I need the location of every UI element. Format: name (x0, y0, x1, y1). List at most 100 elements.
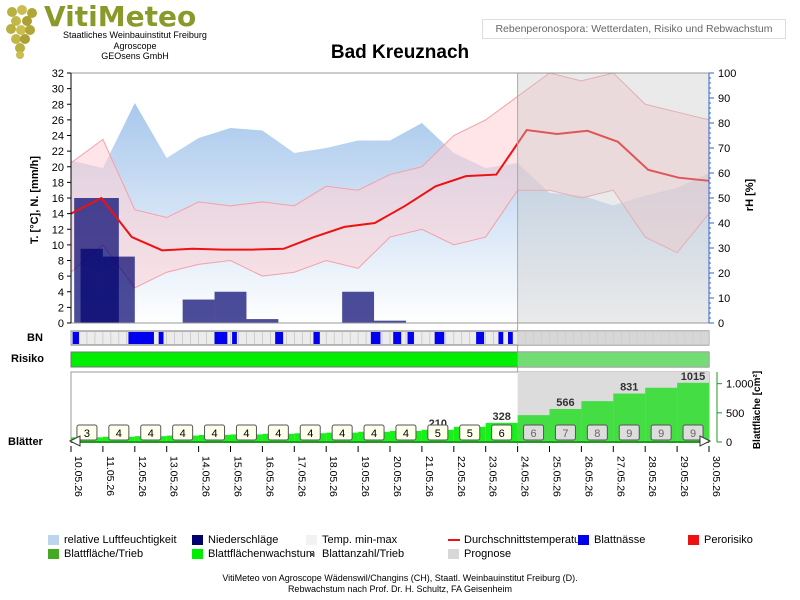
grapes-logo-icon (6, 5, 37, 59)
legend-swatch (192, 535, 203, 545)
leaf-y-axis-title: Blattfläche [cm²] (752, 371, 763, 449)
leaf-count-box (618, 424, 640, 441)
leaf-count-box (491, 424, 513, 441)
leaf-count-box (267, 424, 289, 441)
legend-swatch (448, 539, 460, 541)
blattnaesse-mark (407, 332, 414, 344)
leaf-count-value: 4 (211, 428, 217, 440)
y-tick-label-left: 16 (52, 193, 64, 205)
y-tick-label-right: 100 (718, 68, 736, 80)
y-tick-label-right: 30 (718, 243, 730, 255)
legend-swatch (48, 549, 59, 559)
leaf-count-value: 4 (339, 428, 345, 440)
y-tick-label-left: 24 (52, 131, 64, 143)
legend-swatch (48, 535, 59, 545)
x-tick-label: 19.05.26 (359, 456, 371, 497)
y-tick-label-left: 26 (52, 115, 64, 127)
x-tick-label: 15.05.26 (232, 456, 244, 497)
y-tick-label-left: 32 (52, 68, 64, 80)
temperature-max-line (70, 72, 710, 219)
x-tick-label: 18.05.26 (327, 456, 339, 497)
y-tick-label-right: 60 (718, 168, 730, 180)
footer-line: VitiMeteo von Agroscope Wädenswil/Changi… (222, 573, 578, 583)
x-tick-label: 30.05.26 (710, 456, 722, 497)
left-arrow-icon (68, 435, 81, 447)
x-tick-label: 29.05.26 (678, 456, 690, 497)
chart-legend: relative Luftfeuchtigkeit Niederschläge Te… (48, 533, 768, 563)
x-tick-label: 10.05.26 (72, 456, 84, 497)
x-tick-label: 22.05.26 (455, 456, 467, 497)
prognose-shade (517, 73, 709, 323)
leaf-area-label: 566 (556, 397, 574, 409)
y-tick-label-left: 12 (52, 224, 64, 236)
leaf-count-value: 7 (562, 428, 568, 440)
y-tick-label-left: 14 (52, 209, 64, 221)
legend-label: Niederschläge (208, 534, 279, 546)
y-tick-label-left: 0 (58, 318, 64, 330)
y-tick-label-right: 50 (718, 193, 730, 205)
y-tick-label-right: 70 (718, 143, 730, 155)
y-tick-label-left: 8 (58, 256, 64, 268)
leaf-count-value: 4 (307, 428, 313, 440)
x-tick-label: 26.05.26 (582, 456, 594, 497)
leaf-count-value: 4 (403, 428, 409, 440)
leaf-count-value: 3 (84, 428, 90, 440)
y-tick-label-right: 90 (718, 93, 730, 105)
precipitation-bar (214, 291, 247, 323)
right-arrow-icon (699, 435, 712, 447)
risiko-prognose-shade (517, 352, 709, 367)
blattnaesse-mark (476, 332, 485, 344)
institution-line: GEOsens GmbH (101, 51, 169, 61)
legend-label: Blattnässe (594, 534, 646, 546)
precipitation-bar (102, 256, 135, 323)
blattnaesse-mark (232, 332, 237, 344)
leaf-count-value: 9 (626, 428, 632, 440)
leaf-area-label: 831 (620, 382, 638, 394)
leaf-count-box (586, 424, 608, 441)
leaf-count-value: 6 (530, 428, 536, 440)
leaf-count-box (172, 424, 194, 441)
blattnaesse-mark (434, 332, 445, 344)
leaf-count-value: 8 (594, 428, 600, 440)
x-tick-label: 12.05.26 (136, 456, 148, 497)
leaf-count-box (523, 424, 545, 441)
chart-subtitle: Rebenperonospora: Wetterdaten, Risiko un… (482, 19, 786, 39)
y-tick-label-right: 40 (718, 218, 730, 230)
leaf-y-tick-label: 1.000 (726, 379, 754, 391)
leaf-area-label: 328 (492, 411, 510, 423)
precipitation-bar (374, 320, 406, 323)
precipitation-bar (182, 299, 215, 323)
legend-label: Blattflächenwachstum (208, 548, 315, 560)
legend-label: Prognose (464, 548, 512, 560)
institution-line: Agroscope (113, 40, 157, 51)
leaf-count-box (140, 424, 162, 441)
leaf-count-value: 6 (499, 428, 505, 440)
leaf-count-box (427, 424, 449, 441)
y-tick-label-right: 0 (718, 318, 724, 330)
precipitation-bar (342, 291, 375, 323)
y-tick-label-left: 28 (52, 99, 64, 111)
leaf-count-box (76, 424, 98, 441)
leaf-count-box (554, 424, 576, 441)
x-tick-label: 13.05.26 (168, 456, 180, 497)
leaf-count-value: 9 (658, 428, 664, 440)
chart-title: Bad Kreuznach (330, 42, 470, 63)
blattnaesse-mark (72, 332, 79, 344)
x-tick-label: 11.05.26 (104, 456, 116, 496)
blattnaesse-mark (498, 332, 504, 344)
temperature-min-max-band (71, 73, 709, 288)
x-tick-label: 27.05.26 (614, 456, 626, 497)
y-axis-title-right: rH [%] (744, 178, 756, 211)
leaf-count-box (331, 424, 353, 441)
x-tick-label: 25.05.26 (551, 456, 563, 497)
y-tick-label-left: 6 (58, 271, 64, 283)
mean-temperature-line (70, 128, 710, 252)
leaf-count-value: 4 (243, 428, 249, 440)
blattnaesse-mark (508, 332, 513, 344)
brand-logo-text: VitiMeteo (44, 0, 197, 33)
leaf-count-box (363, 424, 385, 441)
blattnaesse-mark (214, 332, 228, 344)
leaf-count-box (235, 424, 257, 441)
x-tick-label: 24.05.26 (519, 456, 531, 497)
